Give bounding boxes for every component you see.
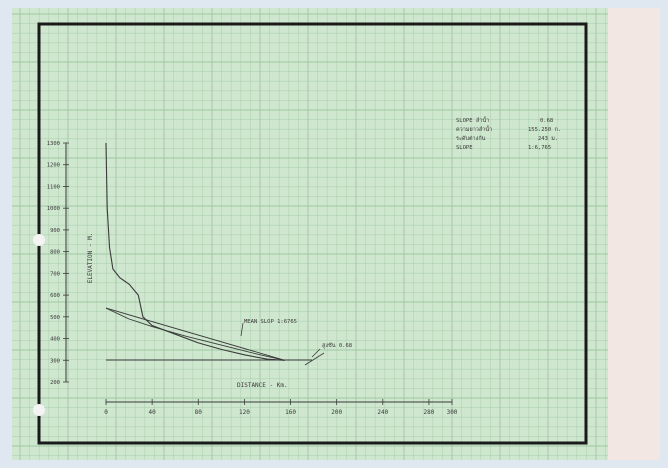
y-tick-label: 800	[50, 250, 60, 256]
info-label-0: SLOPE ลำน้ำ	[456, 116, 489, 124]
annotation-mean-slope: MEAN SLOP 1:6765	[244, 319, 297, 325]
paper-border	[37, 22, 588, 445]
margin-strip	[606, 8, 660, 460]
paper-grid	[12, 8, 608, 460]
y-tick-label: 500	[50, 315, 60, 321]
info-block: SLOPE ลำน้ำ 0.68 ความยาวลำน้ำ 155.250 ก.…	[456, 116, 561, 151]
y-tick-label: 600	[50, 293, 60, 299]
elevation-profile-chart: ELEVATION - M. DISTANCE - Km. MEAN SLOP …	[47, 141, 458, 416]
end-tick-mark	[304, 352, 325, 366]
info-value-2: 243 ม.	[538, 136, 558, 142]
x-tick-label: 0	[104, 409, 108, 416]
x-tick-label: 160	[285, 409, 296, 416]
x-tick-label: 200	[331, 409, 342, 416]
y-tick-label: 200	[50, 380, 60, 386]
info-label-1: ความยาวลำน้ำ	[456, 125, 492, 133]
x-tick-label: 240	[377, 409, 388, 416]
mean-slope-line	[105, 307, 285, 361]
slope-pointer	[311, 348, 321, 358]
info-label-2: ระดับต่างกัน	[456, 135, 486, 142]
info-value-3: 1:6,765	[528, 145, 551, 151]
river-profile-line	[105, 142, 285, 361]
x-tick-label: 80	[195, 409, 203, 416]
x-tick-label: 300	[447, 409, 458, 416]
y-tick-label: 1300	[47, 141, 60, 147]
binder-hole-top	[33, 234, 45, 246]
y-tick-label: 1100	[47, 184, 60, 190]
y-axis-label: ELEVATION - M.	[87, 233, 94, 284]
x-tick-label: 280	[424, 409, 435, 416]
equal-area-slope-line	[105, 307, 285, 361]
x-axis-label: DISTANCE - Km.	[237, 382, 288, 389]
binder-hole-bottom	[33, 404, 45, 416]
info-label-3: SLOPE	[456, 145, 473, 151]
y-tick-label: 900	[50, 228, 60, 234]
mean-slope-pointer	[240, 322, 244, 337]
x-tick-label: 40	[149, 409, 157, 416]
info-value-1: 155.250 ก.	[528, 127, 561, 133]
x-tick-label: 120	[239, 409, 250, 416]
y-tick-label: 1000	[47, 206, 60, 212]
y-tick-label: 1200	[47, 163, 60, 169]
y-tick-label: 300	[50, 358, 60, 364]
annotation-slope: สูงชัน 0.68	[322, 342, 352, 349]
y-tick-label: 700	[50, 271, 60, 277]
y-tick-label: 400	[50, 337, 60, 343]
info-value-0: 0.68	[540, 118, 553, 124]
graph-paper	[12, 8, 608, 460]
